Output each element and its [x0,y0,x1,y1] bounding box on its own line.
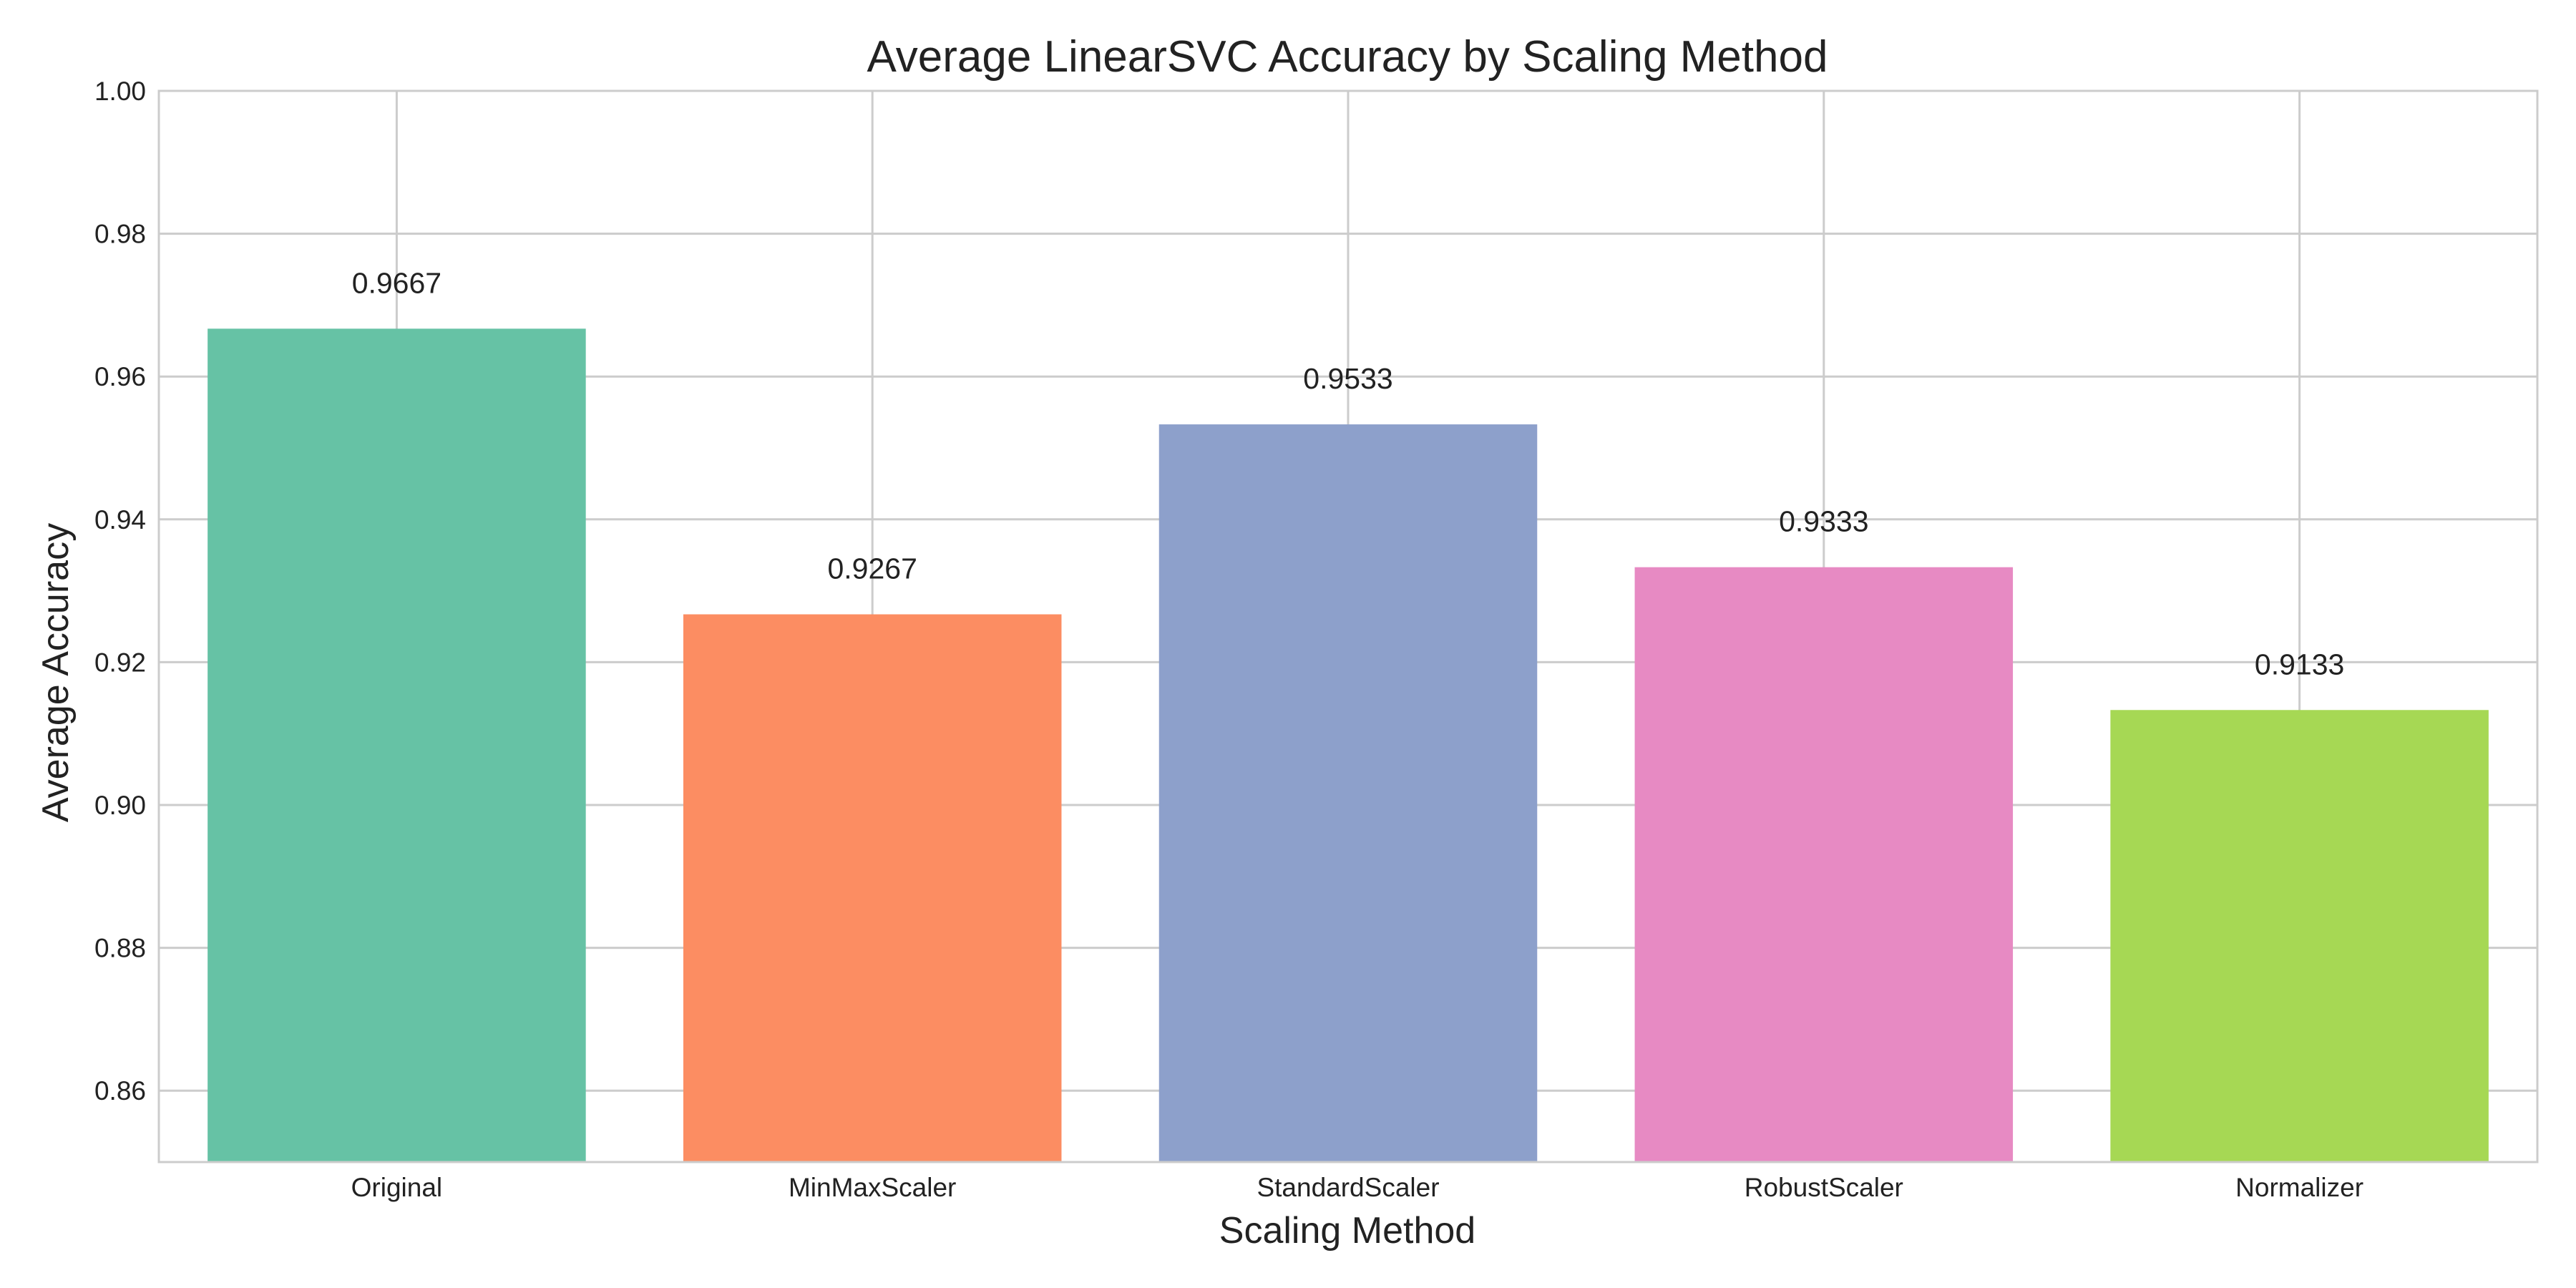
bar-standardscaler [1158,424,1538,1163]
y-tick-label: 0.92 [94,648,146,677]
y-tick-label: 0.98 [94,220,146,249]
x-tick-label: RobustScaler [1745,1173,1903,1202]
bar-minmaxscaler [683,614,1062,1162]
y-tick-label: 0.90 [94,791,146,820]
data-labels: 0.9667 0.9267 0.9533 0.9333 0.9133 [352,266,2345,680]
data-label: 0.9267 [827,552,917,585]
y-tick-label: 1.00 [94,77,146,106]
x-tick-labels: Original MinMaxScaler StandardScaler Robust… [351,1173,2363,1202]
bars [208,328,2489,1163]
y-tick-label: 0.94 [94,505,146,535]
x-tick-label: MinMaxScaler [789,1173,956,1202]
chart-title: Average LinearSVC Accuracy by Scaling Me… [867,32,1828,82]
y-tick-label: 0.88 [94,934,146,963]
bar-original [208,328,586,1163]
data-label: 0.9133 [2255,648,2344,680]
data-label: 0.9533 [1303,362,1392,395]
data-label: 0.9333 [1779,505,1868,538]
y-tick-label: 0.96 [94,362,146,391]
bar-robustscaler [1634,567,2014,1162]
data-label: 0.9667 [352,266,441,299]
y-tick-labels: 0.86 0.88 0.90 0.92 0.94 0.96 0.98 1.00 [94,77,146,1106]
x-tick-label: Original [351,1173,443,1202]
x-tick-label: StandardScaler [1257,1173,1439,1202]
plot-frame [157,89,2539,1163]
x-axis-label: Scaling Method [1219,1210,1475,1252]
bar-normalizer [2110,710,2489,1162]
x-tick-label: Normalizer [2235,1173,2363,1202]
y-tick-label: 0.86 [94,1076,146,1106]
y-axis-label: Average Accuracy [35,523,77,822]
